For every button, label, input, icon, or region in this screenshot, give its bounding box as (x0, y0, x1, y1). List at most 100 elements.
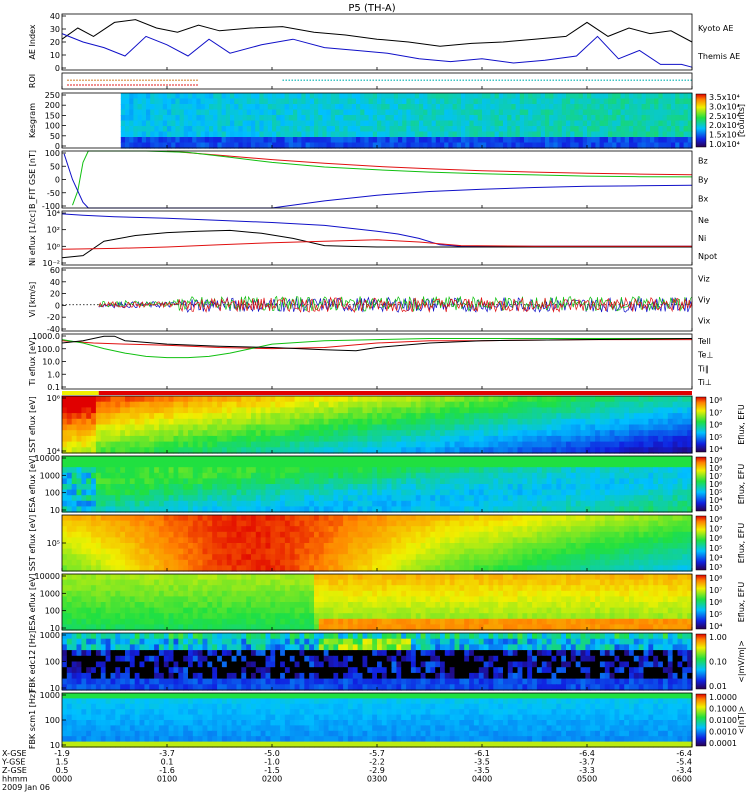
spectrogram-cell (683, 142, 689, 149)
spectrogram-cell (175, 137, 181, 144)
spectrogram-cell (357, 396, 363, 403)
spectrogram-cell (570, 543, 577, 550)
spectrogram-cell (217, 500, 223, 507)
spectrogram-cell (270, 531, 276, 538)
ytick-label: 20 (50, 290, 60, 299)
spectrogram-cell (406, 137, 412, 144)
spectrogram-cell (326, 104, 332, 111)
spectrogram-cell (595, 418, 601, 426)
spectrogram-cell (614, 441, 620, 448)
spectrogram-cell (507, 435, 514, 443)
spectrogram-cell (255, 131, 260, 138)
spectrogram-cell (139, 506, 145, 513)
spectrogram-cell (556, 447, 562, 454)
spectrogram-cell (149, 478, 155, 485)
spectrogram-cell (241, 489, 247, 496)
spectrogram-cell (493, 441, 499, 448)
spectrogram-cell (482, 137, 487, 144)
spectrogram-cell (536, 531, 543, 538)
spectrogram-cell (503, 500, 509, 507)
spectrogram-cell (619, 467, 625, 474)
spectrogram-cell (570, 506, 577, 513)
spectrogram-cell (150, 142, 155, 149)
spectrogram-cell (76, 484, 82, 491)
spectrogram-cell (289, 467, 296, 474)
spectrogram-cell (173, 506, 179, 513)
spectrogram-cell (144, 441, 150, 448)
spectrogram-cell (226, 489, 233, 496)
spectrogram-cell (377, 467, 383, 474)
spectrogram-cell (178, 500, 184, 507)
spectrogram-cell (650, 131, 655, 138)
spectrogram-cell (553, 142, 559, 149)
spectrogram-cell (580, 424, 586, 431)
spectrogram-cell (393, 120, 399, 127)
spectrogram-cell (125, 526, 131, 533)
spectrogram-cell (362, 506, 368, 513)
spectrogram-cell (129, 543, 136, 550)
spectrogram-cell (415, 418, 422, 426)
spectrogram-cell (134, 396, 141, 403)
spectrogram-cell (76, 467, 82, 474)
spectrogram-cell (454, 461, 460, 468)
spectrogram-cell (267, 115, 273, 122)
spectrogram-cell (391, 515, 397, 522)
spectrogram-cell (86, 520, 92, 527)
legend-entry: Te⊥ (697, 351, 713, 360)
spectrogram-cell (171, 126, 176, 133)
spectrogram-cell (580, 456, 586, 463)
spectrogram-cell (141, 115, 147, 122)
spectrogram-cell (192, 461, 199, 468)
spectrogram-cell (137, 142, 143, 149)
spectrogram-cell (427, 137, 433, 144)
spectrogram-cell (309, 131, 315, 138)
spectrogram-cell (280, 531, 286, 538)
spectrogram-cell (452, 120, 458, 127)
spectrogram-cell (478, 407, 485, 414)
spectrogram-cell (294, 478, 300, 485)
spectrogram-cell (473, 137, 479, 144)
spectrogram-cell (362, 531, 368, 538)
spectrogram-cell (488, 413, 494, 420)
spectrogram-cell (179, 142, 185, 149)
spectrogram-cell (146, 126, 151, 133)
spectrogram-cell (288, 137, 294, 144)
spectrogram-cell (633, 520, 640, 527)
spectrogram-cell (217, 543, 223, 550)
spectrogram-cell (677, 461, 683, 468)
spectrogram-cell (419, 115, 424, 122)
spectrogram-cell (624, 418, 630, 426)
spectrogram-cell (241, 418, 247, 426)
spectrogram-cell (168, 413, 174, 420)
spectrogram-cell (643, 537, 649, 544)
spectrogram-cell (129, 472, 136, 479)
spectrogram-cell (524, 115, 529, 122)
spectrogram-cell (347, 435, 354, 443)
spectrogram-cell (671, 142, 676, 149)
spectrogram-cell (154, 401, 160, 408)
spectrogram-cell (449, 413, 456, 420)
spectrogram-cell (456, 98, 462, 105)
spectrogram-cell (551, 500, 557, 507)
spectrogram-cell (255, 126, 260, 133)
spectrogram-cell (517, 401, 523, 408)
spectrogram-cell (270, 526, 276, 533)
spectrogram-cell (347, 537, 354, 544)
spectrogram-cell (425, 506, 431, 513)
spectrogram-cell (473, 484, 480, 491)
spectrogram-cell (662, 472, 669, 479)
spectrogram-cell (599, 396, 606, 403)
spectrogram-cell (556, 537, 562, 544)
spectrogram-cell (154, 126, 160, 133)
spectrogram-cell (653, 461, 659, 468)
spectrogram-cell (420, 484, 426, 491)
spectrogram-cell (372, 447, 378, 454)
spectrogram-cell (483, 472, 489, 479)
spectrogram-cell (629, 104, 634, 111)
spectrogram-cell (299, 441, 305, 448)
spectrogram-cell (633, 109, 638, 116)
spectrogram-cell (473, 467, 480, 474)
spectrogram-cell (465, 109, 470, 116)
spectrogram-cell (449, 396, 456, 403)
spectrogram-cell (66, 520, 73, 527)
